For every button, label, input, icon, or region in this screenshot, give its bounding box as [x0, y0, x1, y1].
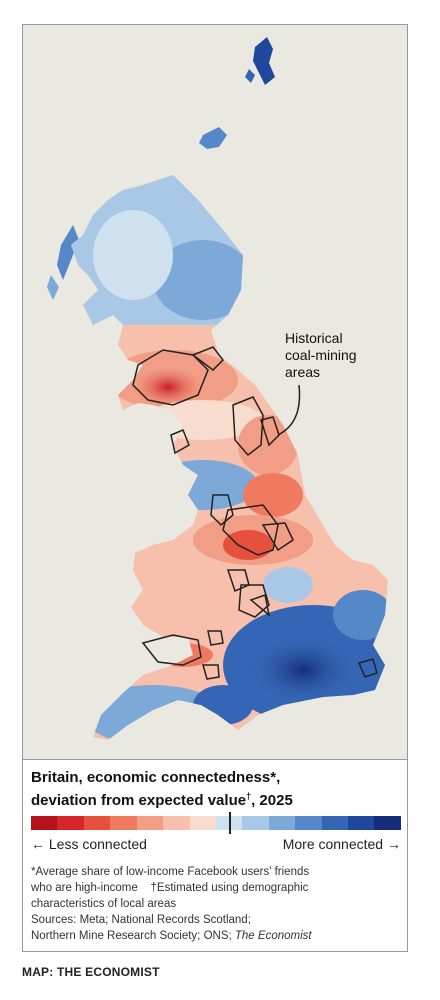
legend-swatch: [83, 816, 111, 830]
callout-line1: Historical: [285, 330, 343, 346]
map-area: Historical coal-mining areas: [23, 25, 407, 759]
legend-swatch: [136, 816, 164, 830]
note-line4: Sources: Meta; National Records Scotland…: [31, 914, 251, 926]
legend-swatch: [242, 816, 269, 830]
title-line2: deviation from expected value†, 2025: [31, 787, 293, 810]
more-connected-label: More connected →: [282, 836, 401, 852]
coal-mining-callout: Historical coal-mining areas: [285, 330, 357, 381]
note-line5a: Northern Mine Research Society; ONS;: [31, 930, 235, 942]
legend-swatch: [348, 816, 375, 830]
coal-mining-outlines: [132, 346, 378, 680]
note-line5: Northern Mine Research Society; ONS; The…: [31, 928, 399, 944]
legend-swatch: [321, 816, 349, 830]
chart-title: Britain, economic connectedness*, deviat…: [31, 768, 293, 810]
title-dagger: †: [246, 791, 252, 801]
title-line1: Britain, economic connectedness*,: [31, 769, 281, 786]
color-scale: [31, 812, 401, 834]
note-line5b: The Economist: [234, 930, 312, 942]
legend-swatch: [189, 816, 216, 830]
callout-line2: coal-mining: [285, 347, 357, 363]
callout-line3: areas: [285, 364, 321, 380]
britain-map: [47, 37, 388, 740]
less-connected-label: ← Less connected: [31, 836, 147, 852]
callout-leader-line: [277, 384, 301, 436]
legend-swatch: [295, 816, 322, 830]
legend-swatch: [268, 816, 296, 830]
note-line3: characteristics of local areas: [31, 898, 177, 910]
title-line2b: , 2025: [251, 792, 293, 809]
note-line2: who are high-income †Estimated using dem…: [31, 882, 309, 894]
map-credit: MAP: THE ECONOMIST: [22, 965, 160, 979]
map-panel: Historical coal-mining areas Britain, ec…: [22, 24, 408, 952]
title-line2a: deviation from expected value: [31, 792, 247, 809]
note-line1: *Average share of low-income Facebook us…: [31, 866, 310, 878]
footnotes: *Average share of low-income Facebook us…: [31, 864, 399, 944]
northern-islands: [47, 37, 275, 300]
legend-box: Britain, economic connectedness*, deviat…: [23, 759, 407, 951]
legend-swatch: [57, 816, 84, 830]
scale-midpoint-marker: [229, 812, 231, 834]
legend-swatch: [163, 816, 190, 830]
legend-swatch: [374, 816, 401, 830]
legend-swatch: [31, 816, 58, 830]
legend-swatch: [110, 816, 137, 830]
